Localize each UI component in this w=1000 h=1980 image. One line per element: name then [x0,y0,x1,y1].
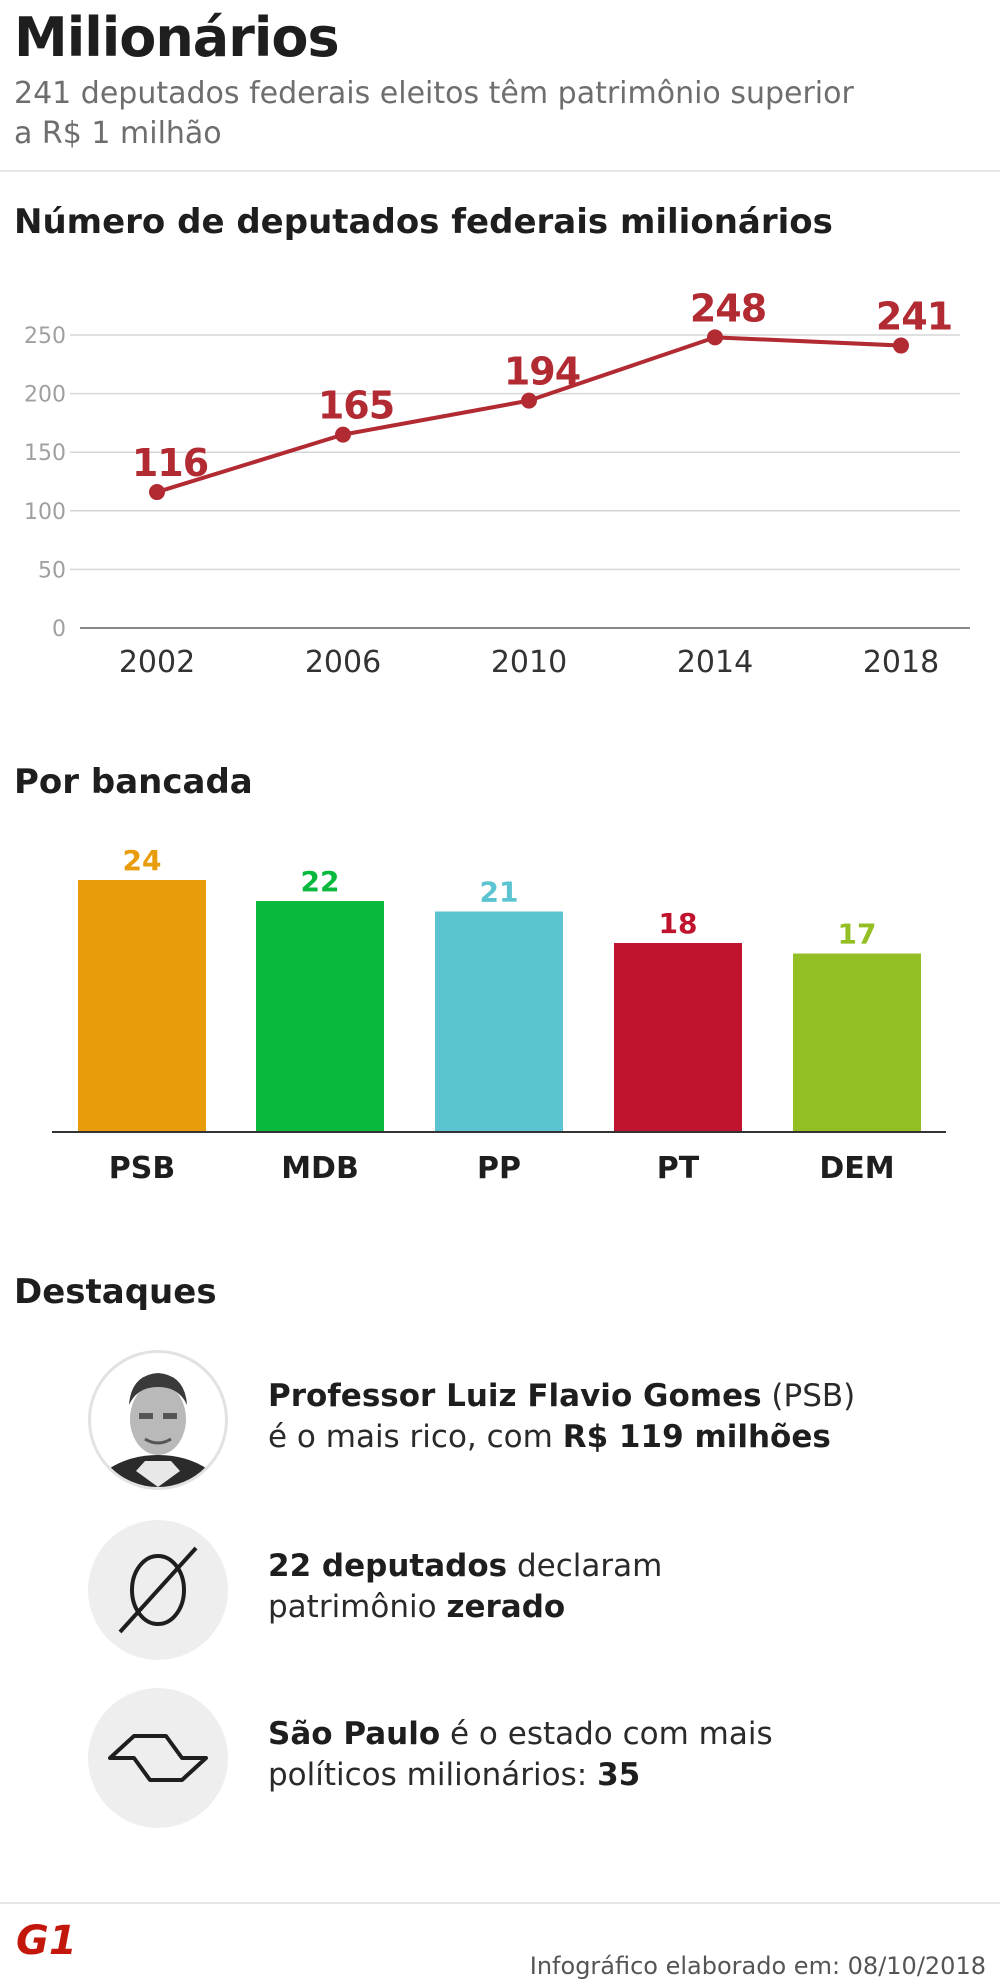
g1-logo: G1 [14,1916,80,1964]
bar-value-label-MDB: 22 [301,865,340,898]
y-tick-label: 200 [24,383,66,408]
line-value-label-2002: 116 [132,441,208,485]
header-divider [0,170,1000,172]
x-tick-label-2018: 2018 [863,645,939,680]
line-value-label-2006: 165 [318,384,394,428]
footer-divider [0,1902,1000,1904]
empty-set-icon [88,1520,228,1660]
line-point-2006 [335,426,351,443]
y-tick-label: 250 [24,324,66,349]
bar-category-label-MDB: MDB [281,1151,359,1186]
highlight-zero-desc1: declaram [507,1548,663,1584]
highlight-richest-party: (PSB) [761,1378,856,1414]
highlight-richest-value: R$ 119 milhões [562,1419,831,1455]
highlight-text-zero: 22 deputados declaram patrimônio zerado [268,1546,968,1628]
highlight-text-state: São Paulo é o estado com mais políticos … [268,1714,968,1796]
bar-PP [435,911,563,1132]
bar-PSB [78,880,206,1132]
bar-chart-title: Por bancada [14,762,253,802]
highlight-zero-desc2: patrimônio [268,1589,447,1625]
bar-MDB [256,901,384,1132]
highlight-zero-value: zerado [446,1589,566,1625]
bar-value-label-DEM: 17 [838,918,877,951]
highlight-zero: 22 deputados declaram patrimônio zerado [0,1520,1000,1660]
line-value-label-2010: 194 [504,350,580,394]
bar-value-label-PT: 18 [659,907,698,940]
line-point-2010 [521,392,537,409]
y-tick-label: 0 [52,617,66,642]
sao-paulo-map-icon [88,1688,228,1828]
bar-DEM [793,953,921,1132]
x-tick-label-2010: 2010 [491,645,567,680]
portrait-photo [88,1350,228,1490]
y-tick-label: 100 [24,500,66,525]
footer-credit: Infográfico elaborado em: 08/10/2018 [529,1952,986,1980]
highlight-state-value: 35 [597,1757,641,1793]
line-point-2002 [149,484,165,501]
bar-PT [614,943,742,1132]
x-tick-label-2014: 2014 [677,645,753,680]
y-tick-label: 50 [38,558,66,583]
highlight-zero-count: 22 deputados [268,1548,508,1584]
bar-chart: 24 PSB 22 MDB 21 PP 18 PT 17 DEM [52,844,946,1186]
bar-category-label-PP: PP [477,1151,521,1186]
highlight-text-richest: Professor Luiz Flavio Gomes (PSB) é o ma… [268,1376,968,1458]
line-chart: 0 50 100 150 200 250 116 2002 165 2006 194 2010 248 2… [24,286,970,680]
highlight-state-desc2: políticos milionários: [268,1757,598,1793]
line-value-label-2014: 248 [690,286,766,330]
highlight-richest-name: Professor Luiz Flavio Gomes [268,1378,762,1414]
subtitle-line-2: a R$ 1 milhão [14,116,222,151]
bar-category-label-DEM: DEM [819,1151,894,1186]
page-title: Milionários [14,6,340,69]
y-tick-label: 150 [24,441,66,466]
line-point-2018 [893,337,909,354]
subtitle-line-1: 241 deputados federais eleitos têm patri… [14,76,854,111]
line-chart-title: Número de deputados federais milionários [14,202,833,242]
highlights-title: Destaques [14,1272,217,1312]
highlight-state-desc1: é o estado com mais [440,1716,773,1752]
x-tick-label-2002: 2002 [119,645,195,680]
line-point-2014 [707,329,723,346]
page-subtitle: 241 deputados federais eleitos têm patri… [14,74,894,154]
x-tick-label-2006: 2006 [305,645,381,680]
highlight-richest-desc: é o mais rico, com [268,1419,563,1455]
highlight-state-name: São Paulo [268,1716,441,1752]
highlight-state: São Paulo é o estado com mais políticos … [0,1688,1000,1828]
bar-value-label-PSB: 24 [123,844,162,877]
line-value-label-2018: 241 [876,295,952,339]
highlight-richest: Professor Luiz Flavio Gomes (PSB) é o ma… [0,1350,1000,1490]
g1-logo-text: G1 [16,1918,77,1964]
bar-category-label-PSB: PSB [109,1151,175,1186]
bar-value-label-PP: 21 [480,876,519,909]
bar-category-label-PT: PT [657,1151,700,1186]
